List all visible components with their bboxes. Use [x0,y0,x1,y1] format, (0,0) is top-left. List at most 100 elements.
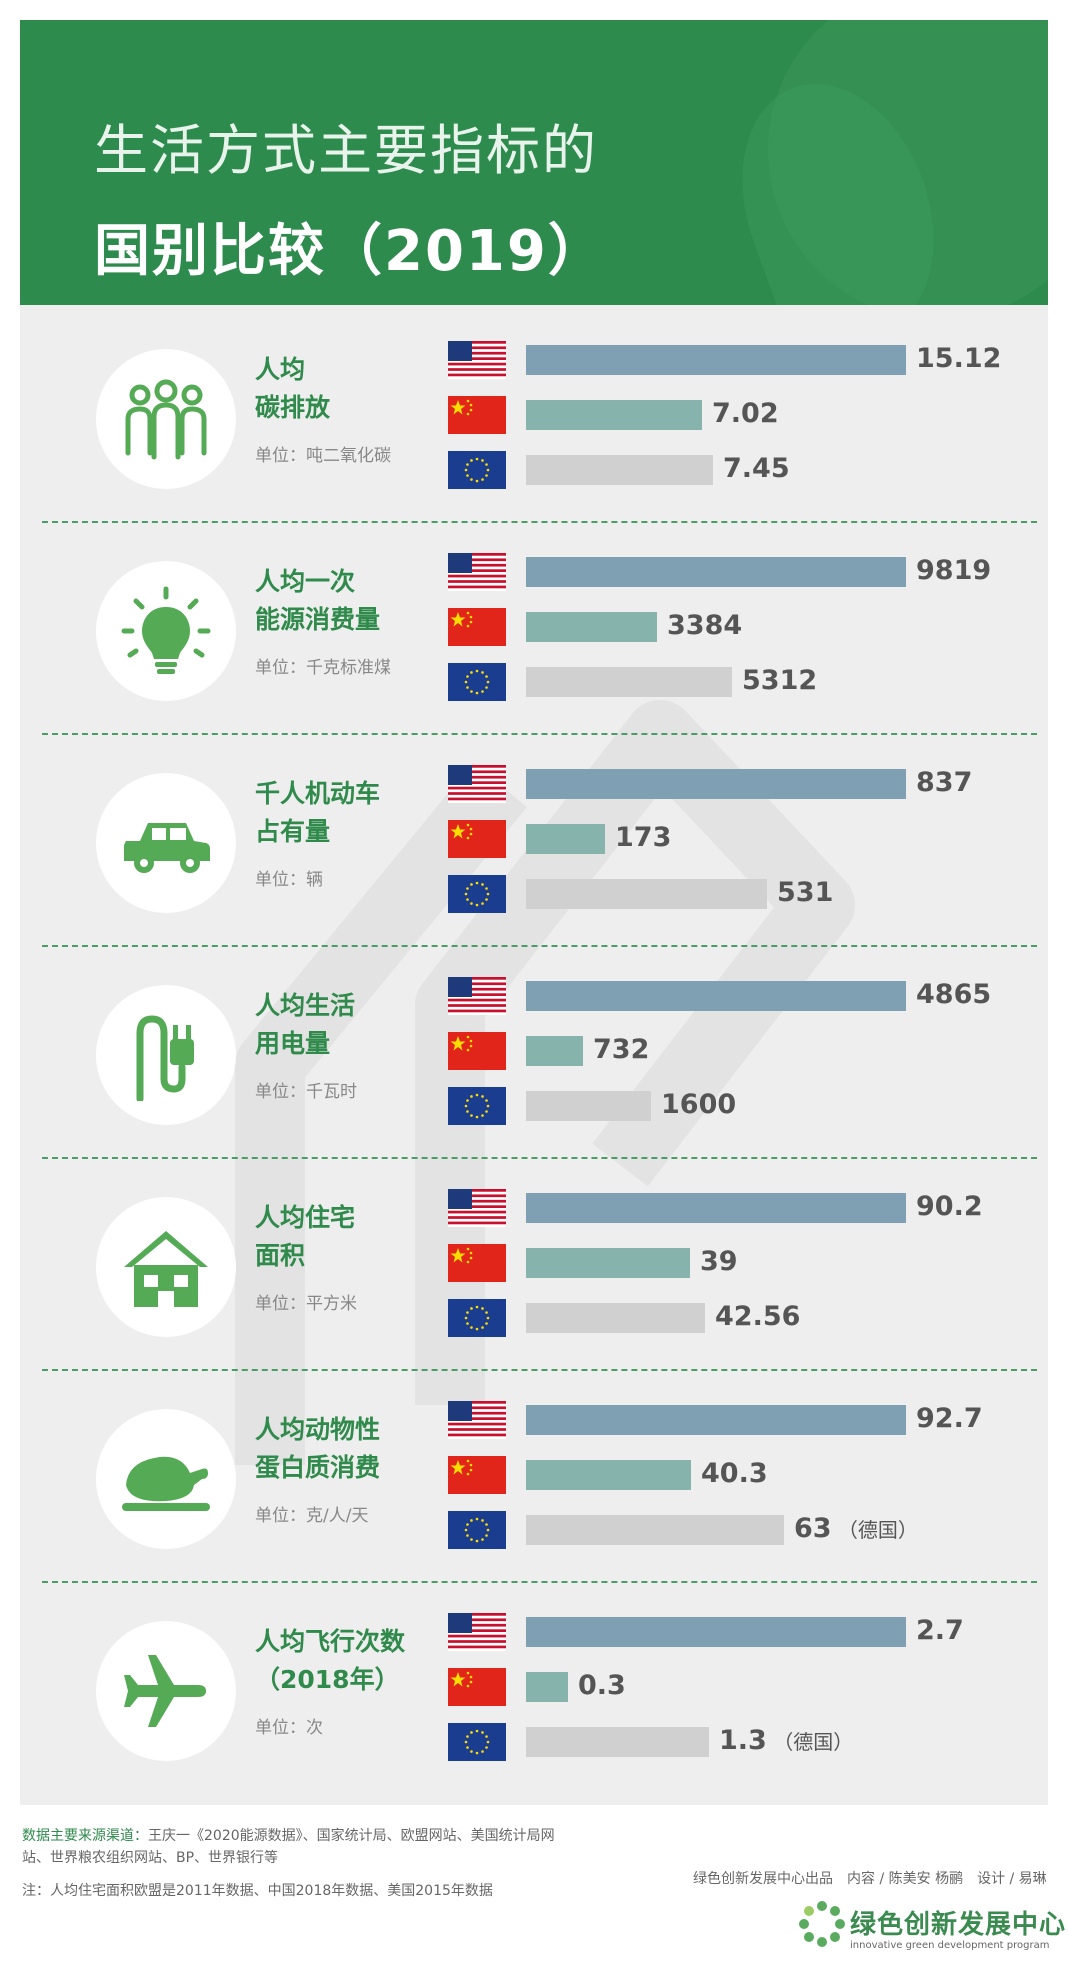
eu-flag-icon [448,451,506,489]
brand-english-name: innovative green development program [850,1940,1050,1951]
indicator-icon-circle [96,1621,236,1761]
eu-bar [526,455,713,485]
indicator-unit: 单位：次 [255,1718,323,1738]
value-label: 40.3 [701,1458,768,1489]
value-number: 837 [916,767,973,798]
section-divider [42,945,1037,947]
us-bar [526,769,906,799]
value-number: 39 [700,1246,738,1277]
indicator-title: 人均住宅 面积 [255,1203,356,1270]
china-bar [526,612,657,642]
value-label: 92.7 [916,1403,983,1434]
indicator-section: 人均生活 用电量 单位：千瓦时 4865 732 1600 [20,959,1048,1171]
eu-bar [526,667,732,697]
china-flag-icon [448,1244,506,1282]
value-label: 2.7 [916,1615,964,1646]
section-divider [42,733,1037,735]
china-bar [526,1248,690,1278]
china-flag-icon [448,1668,506,1706]
section-divider [42,1157,1037,1159]
value-note: （德国） [766,1730,854,1754]
value-number: 1.3 [719,1725,767,1756]
brand-logo: 绿色创新发展中心 innovative green development pr… [798,1900,1065,1960]
value-label: 0.3 [578,1670,626,1701]
china-bar [526,1036,583,1066]
indicator-unit: 单位：克/人/天 [255,1506,369,1526]
china-bar [526,1460,691,1490]
china-bar [526,400,702,430]
indicator-unit: 单位：辆 [255,870,323,890]
indicator-title: 人均 碳排放 [255,355,331,422]
eu-bar [526,1303,705,1333]
eu-bar [526,1091,651,1121]
indicator-section: 人均一次 能源消费量单位：千克标准煤 9819 3384 5312 [20,535,1048,747]
indicator-unit: 单位：千克标准煤 [255,658,391,678]
value-label: 837 [916,767,972,798]
chart-panel: 人均 碳排放单位：吨二氧化碳 15.12 7.02 7.45 人均一次 能源消费量单位：… [20,305,1048,1805]
indicator-icon-circle [96,985,236,1125]
value-number: 7.45 [723,453,790,484]
value-number: 42.56 [715,1301,801,1332]
data-source: 数据主要来源渠道：王庆一《2020能源数据》、国家统计局、欧盟网站、美国统计局网… [22,1825,582,1869]
china-flag-icon [448,608,506,646]
value-label: 173 [615,822,671,853]
us-bar [526,1617,906,1647]
indicator-icon-circle [96,773,236,913]
us-bar [526,557,906,587]
value-label: 42.56 [715,1301,800,1332]
us-bar [526,345,906,375]
china-bar [526,1672,568,1702]
value-note: （德国） [831,1518,918,1542]
roast-chicken-icon [122,1456,210,1511]
indicator-icon-circle [96,349,236,489]
value-number: 2.7 [916,1615,964,1646]
value-label: 39 [700,1246,738,1277]
value-number: 90.2 [916,1191,983,1222]
eu-flag-icon [448,1299,506,1337]
section-divider [42,521,1037,523]
section-divider [42,1581,1037,1583]
us-flag-icon [448,553,506,591]
people-icon [125,379,207,460]
indicator-icon-circle [96,561,236,701]
china-bar [526,824,605,854]
indicator-unit: 单位：吨二氧化碳 [255,446,391,466]
value-label: 9819 [916,555,991,586]
china-flag-icon [448,396,506,434]
eu-bar [526,879,767,909]
value-label: 531 [777,877,833,908]
header-decoration [768,20,1048,305]
indicator-section: 人均飞行次数 （2018年） 单位：次 2.7 0.3 1.3 （德国） [20,1595,1048,1805]
china-flag-icon [448,1456,506,1494]
value-number: 15.12 [916,343,1002,374]
brand-ring-icon [799,1901,845,1947]
value-number: 732 [593,1034,650,1065]
indicator-title: 人均飞行次数 （2018年） [255,1627,406,1694]
value-number: 1600 [661,1089,737,1120]
value-number: 92.7 [916,1403,983,1434]
indicator-section: 人均住宅 面积单位：平方米 90.2 39 42.56 [20,1171,1048,1383]
credits: 绿色创新发展中心出品 内容 / 陈美安 杨鹂 设计 / 易琳 [693,1871,1047,1887]
lightbulb-icon [121,586,211,674]
indicator-title: 人均一次 能源消费量 [255,567,381,634]
value-number: 7.02 [712,398,779,429]
value-number: 40.3 [701,1458,768,1489]
house-icon [124,1231,208,1307]
value-number: 3384 [667,610,743,641]
value-number: 63 [794,1513,832,1544]
us-flag-icon [448,1401,506,1439]
eu-bar [526,1727,709,1757]
eu-bar [526,1515,784,1545]
us-flag-icon [448,1613,506,1651]
us-flag-icon [448,765,506,803]
indicator-unit: 单位：平方米 [255,1294,357,1314]
us-flag-icon [448,1189,506,1227]
china-flag-icon [448,1032,506,1070]
value-number: 5312 [742,665,818,696]
value-label: 1600 [661,1089,736,1120]
section-divider [42,1369,1037,1371]
value-label: 4865 [916,979,991,1010]
eu-flag-icon [448,875,506,913]
value-label: 3384 [667,610,742,641]
value-number: 0.3 [578,1670,626,1701]
